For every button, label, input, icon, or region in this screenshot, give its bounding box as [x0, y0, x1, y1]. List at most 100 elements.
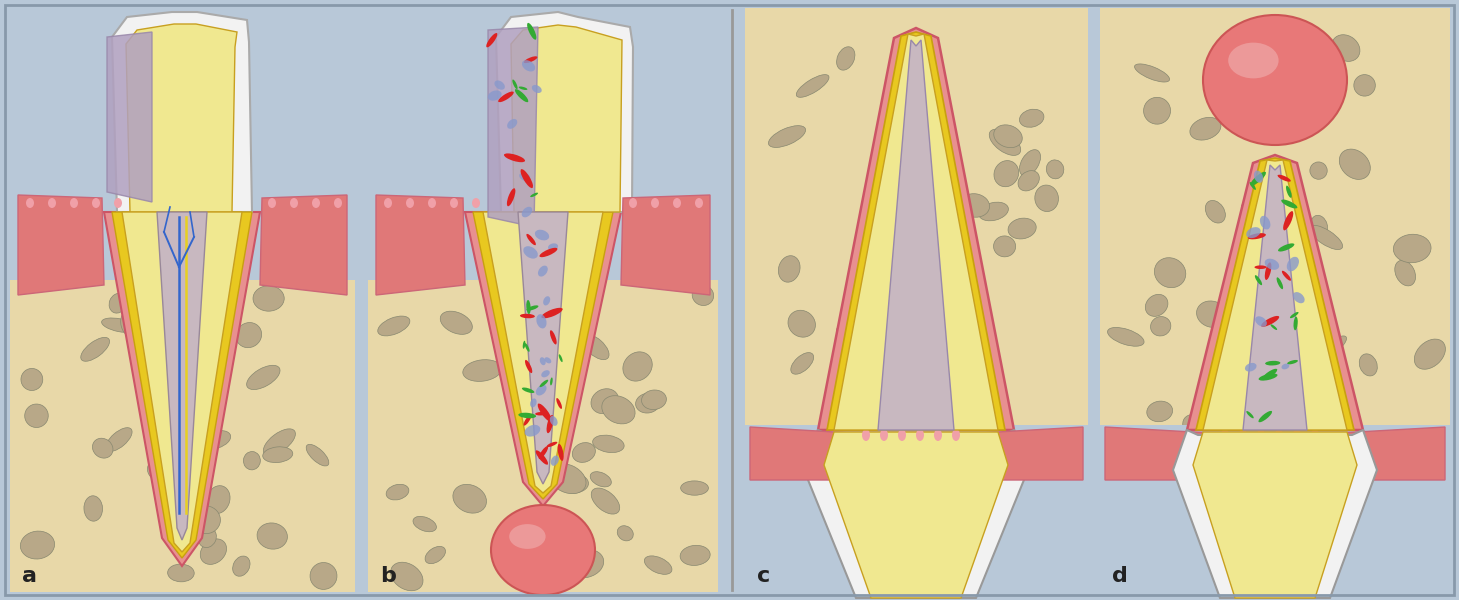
Ellipse shape [1265, 259, 1280, 270]
Ellipse shape [1015, 481, 1036, 499]
PathPatch shape [827, 32, 1005, 430]
PathPatch shape [125, 24, 236, 212]
Ellipse shape [109, 293, 127, 313]
Ellipse shape [244, 452, 260, 470]
Bar [1100, 8, 1450, 592]
Ellipse shape [486, 33, 498, 47]
Ellipse shape [549, 244, 557, 250]
Ellipse shape [306, 445, 328, 466]
Ellipse shape [206, 485, 231, 514]
Ellipse shape [1287, 257, 1299, 271]
Ellipse shape [425, 547, 445, 563]
Ellipse shape [636, 393, 659, 413]
Ellipse shape [1408, 467, 1443, 493]
Ellipse shape [503, 154, 525, 162]
PathPatch shape [123, 212, 242, 552]
Ellipse shape [203, 323, 225, 346]
Ellipse shape [522, 388, 534, 393]
Ellipse shape [880, 429, 889, 441]
PathPatch shape [750, 427, 1083, 505]
Ellipse shape [384, 198, 392, 208]
Ellipse shape [912, 60, 941, 80]
Ellipse shape [499, 352, 530, 380]
Ellipse shape [26, 198, 34, 208]
Text: a: a [22, 566, 36, 586]
Ellipse shape [191, 506, 220, 533]
Ellipse shape [508, 119, 518, 129]
Ellipse shape [554, 534, 588, 566]
Ellipse shape [535, 230, 549, 241]
Ellipse shape [509, 524, 546, 549]
Ellipse shape [449, 198, 458, 208]
PathPatch shape [518, 212, 568, 484]
Ellipse shape [1293, 429, 1301, 441]
PathPatch shape [376, 195, 465, 295]
Ellipse shape [1255, 265, 1266, 269]
Ellipse shape [1221, 429, 1228, 441]
Ellipse shape [85, 496, 102, 521]
Ellipse shape [953, 429, 960, 441]
PathPatch shape [260, 195, 347, 295]
Bar [746, 8, 1088, 592]
Ellipse shape [903, 478, 926, 493]
Ellipse shape [925, 511, 954, 538]
Ellipse shape [1018, 469, 1050, 497]
Ellipse shape [535, 385, 547, 395]
Ellipse shape [268, 198, 276, 208]
Ellipse shape [531, 85, 541, 93]
Ellipse shape [1278, 175, 1291, 182]
Ellipse shape [387, 484, 409, 500]
PathPatch shape [1173, 430, 1377, 598]
Ellipse shape [1300, 482, 1317, 505]
Ellipse shape [673, 198, 681, 208]
Ellipse shape [519, 173, 530, 181]
Ellipse shape [200, 539, 226, 565]
Ellipse shape [1339, 149, 1370, 179]
Ellipse shape [1290, 312, 1299, 318]
Ellipse shape [953, 221, 975, 245]
PathPatch shape [496, 12, 633, 212]
Ellipse shape [20, 531, 54, 559]
PathPatch shape [104, 212, 260, 566]
Ellipse shape [515, 89, 528, 102]
Ellipse shape [1183, 415, 1214, 443]
PathPatch shape [622, 195, 711, 295]
PathPatch shape [158, 212, 207, 540]
Ellipse shape [147, 458, 175, 482]
Ellipse shape [525, 343, 530, 352]
Ellipse shape [1223, 290, 1247, 310]
Ellipse shape [836, 47, 855, 70]
Text: b: b [379, 566, 395, 586]
Ellipse shape [1205, 200, 1226, 223]
Ellipse shape [506, 188, 515, 206]
Ellipse shape [1250, 182, 1256, 190]
Ellipse shape [1188, 515, 1207, 538]
Ellipse shape [1253, 170, 1263, 183]
Ellipse shape [535, 412, 547, 415]
Ellipse shape [1265, 262, 1271, 280]
Ellipse shape [452, 484, 486, 513]
Ellipse shape [1144, 97, 1170, 124]
Ellipse shape [70, 198, 77, 208]
Text: c: c [757, 566, 770, 586]
Ellipse shape [835, 365, 868, 384]
Ellipse shape [20, 368, 42, 391]
Ellipse shape [92, 198, 101, 208]
Ellipse shape [527, 359, 552, 384]
Ellipse shape [1281, 200, 1297, 208]
Bar [368, 280, 718, 592]
Ellipse shape [550, 330, 557, 344]
Ellipse shape [538, 266, 547, 277]
Ellipse shape [538, 404, 552, 422]
Ellipse shape [547, 415, 553, 433]
Ellipse shape [557, 444, 563, 461]
Ellipse shape [623, 352, 652, 381]
Ellipse shape [1310, 162, 1328, 179]
Ellipse shape [948, 224, 975, 248]
Ellipse shape [543, 296, 550, 305]
Ellipse shape [839, 362, 862, 386]
Ellipse shape [824, 536, 864, 555]
Ellipse shape [290, 198, 298, 208]
PathPatch shape [511, 25, 622, 212]
Ellipse shape [1261, 358, 1294, 382]
